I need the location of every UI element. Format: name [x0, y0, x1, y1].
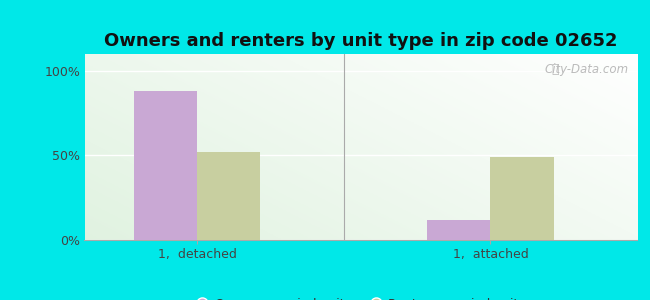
- Text: ⦾: ⦾: [551, 63, 559, 76]
- Bar: [134, 91, 197, 240]
- Title: Owners and renters by unit type in zip code 02652: Owners and renters by unit type in zip c…: [104, 32, 618, 50]
- Text: City-Data.com: City-Data.com: [545, 63, 629, 76]
- Bar: [490, 157, 554, 240]
- Bar: [427, 220, 490, 240]
- Legend: Owner occupied units, Renter occupied units: Owner occupied units, Renter occupied un…: [191, 292, 530, 300]
- Bar: [197, 152, 261, 240]
